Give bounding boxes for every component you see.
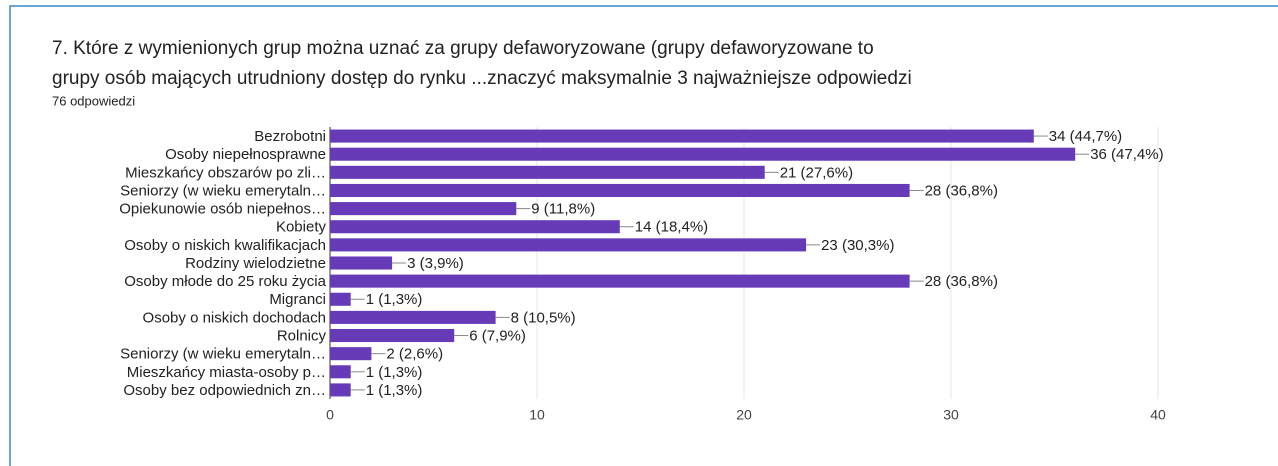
bar: [330, 147, 1076, 161]
chart-subtitle: 76 odpowiedzi: [52, 93, 135, 108]
value-label: 34 (44,7%): [1049, 128, 1122, 145]
value-label: 28 (36,8%): [925, 273, 998, 290]
value-label: 23 (30,3%): [821, 237, 894, 254]
bar: [330, 347, 372, 361]
chart-title: 7. Które z wymienionych grup można uznać…: [52, 38, 874, 59]
y-tick-label: Seniorzy (w wieku emerytaln…: [120, 182, 326, 199]
bar: [330, 274, 910, 288]
y-tick-label: Migranci: [269, 291, 326, 308]
y-tick-label: Mieszkańcy obszarów po zli…: [125, 164, 326, 181]
y-tick-label: Rodziny wielodzietne: [185, 255, 326, 272]
bar: [330, 256, 393, 270]
y-tick-label: Bezrobotni: [254, 128, 326, 145]
bar: [330, 329, 455, 343]
chart-title: grupy osób mających utrudniony dostęp do…: [52, 68, 912, 89]
bar: [330, 383, 351, 397]
value-label: 3 (3,9%): [407, 255, 464, 272]
x-tick-label: 10: [529, 407, 545, 423]
value-label: 9 (11,8%): [531, 201, 595, 218]
bar: [330, 129, 1034, 143]
value-label: 8 (10,5%): [511, 309, 576, 326]
value-label: 1 (1,3%): [366, 364, 423, 381]
bar: [330, 220, 620, 234]
value-label: 6 (7,9%): [469, 328, 526, 345]
y-tick-label: Osoby bez odpowiednich zn…: [123, 382, 326, 399]
x-tick-label: 40: [1150, 407, 1166, 423]
y-tick-label: Osoby o niskich dochodach: [143, 309, 326, 326]
bar: [330, 365, 351, 379]
value-label: 14 (18,4%): [635, 219, 708, 236]
bar: [330, 310, 496, 324]
value-label: 36 (47,4%): [1090, 146, 1163, 163]
y-tick-label: Osoby o niskich kwalifikacjach: [124, 237, 326, 254]
x-tick-label: 20: [736, 407, 752, 423]
y-tick-label: Osoby niepełnosprawne: [165, 146, 326, 163]
value-label: 1 (1,3%): [366, 382, 423, 399]
bar: [330, 165, 765, 179]
y-tick-label: Mieszkańcy miasta-osoby p…: [127, 364, 326, 381]
value-label: 21 (27,6%): [780, 164, 853, 181]
x-tick-label: 0: [326, 407, 334, 423]
value-label: 2 (2,6%): [386, 346, 443, 363]
value-label: 1 (1,3%): [366, 291, 423, 308]
y-tick-label: Kobiety: [276, 219, 327, 236]
x-tick-label: 30: [943, 407, 959, 423]
y-tick-label: Rolnicy: [277, 328, 327, 345]
y-tick-label: Opiekunowie osób niepełnos…: [119, 201, 326, 218]
y-tick-label: Seniorzy (w wieku emerytaln…: [120, 346, 326, 363]
bar: [330, 183, 910, 197]
card-border: [9, 5, 1278, 466]
bar: [330, 202, 517, 216]
bar: [330, 292, 351, 306]
y-tick-label: Osoby młode do 25 roku życia: [124, 273, 326, 290]
bar: [330, 238, 807, 252]
value-label: 28 (36,8%): [925, 182, 998, 199]
